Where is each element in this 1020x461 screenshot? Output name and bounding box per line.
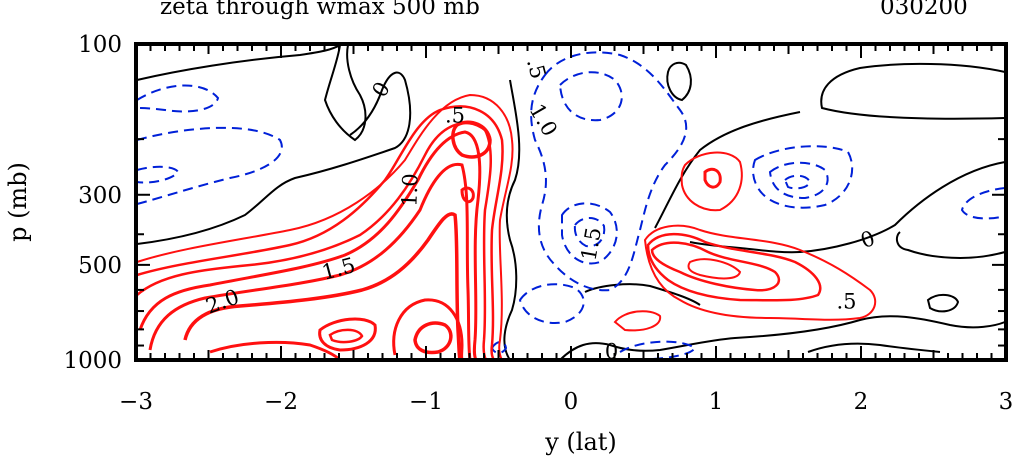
contour-negative bbox=[136, 126, 283, 205]
chart-timestamp: 030200 bbox=[880, 0, 968, 20]
contour-zero bbox=[654, 111, 801, 229]
contour-zero bbox=[807, 342, 941, 353]
contour-positive bbox=[646, 232, 822, 302]
contour-label: 1.5 bbox=[319, 253, 357, 285]
contour-negative bbox=[558, 71, 623, 122]
contour-label: 0 bbox=[857, 226, 878, 253]
contour-positive bbox=[328, 328, 364, 344]
plot-frame bbox=[134, 42, 1008, 362]
contour-zero bbox=[559, 315, 1006, 361]
contour-label: 1.0 bbox=[397, 173, 422, 207]
contour-zero bbox=[820, 62, 1006, 120]
contour-negative bbox=[783, 174, 812, 190]
contour-negative bbox=[768, 161, 829, 200]
x-tick-label: 0 bbox=[564, 389, 579, 415]
contour-positive bbox=[392, 298, 464, 361]
contour-zero bbox=[136, 71, 412, 245]
contour-negative bbox=[136, 84, 220, 113]
contour-label: .5 bbox=[445, 103, 465, 127]
contour-label: .5 bbox=[522, 56, 550, 82]
contour-positive bbox=[413, 321, 453, 355]
contour-positive bbox=[680, 151, 743, 212]
x-tick-label: −3 bbox=[119, 389, 153, 415]
x-tick-label: 2 bbox=[854, 389, 869, 415]
contour-zero bbox=[926, 294, 960, 313]
contour-label: 1.5 bbox=[577, 225, 606, 262]
x-tick-label: 3 bbox=[999, 389, 1014, 415]
contour-positive bbox=[460, 186, 475, 204]
contour-negative bbox=[518, 283, 585, 324]
contour-positive bbox=[451, 120, 492, 159]
contour-negative bbox=[530, 51, 688, 292]
contour-zero bbox=[323, 44, 367, 142]
contour-zero bbox=[136, 44, 341, 81]
contour-positive bbox=[687, 258, 742, 280]
y-tick-label: 500 bbox=[78, 253, 122, 279]
contour-zero bbox=[895, 231, 1006, 259]
y-tick-label: 100 bbox=[78, 32, 122, 58]
contour-positive bbox=[136, 93, 514, 361]
contour-negative bbox=[573, 217, 606, 248]
contour-label: 0 bbox=[605, 339, 618, 363]
contour-zero bbox=[503, 79, 521, 361]
y-axis-label: p (mb) bbox=[4, 162, 32, 242]
x-axis-label: y (lat) bbox=[544, 428, 617, 456]
contour-positive bbox=[703, 167, 722, 189]
contour-positive bbox=[643, 224, 877, 321]
contour-label: 1.0 bbox=[525, 100, 562, 141]
x-tick-label: −2 bbox=[264, 389, 298, 415]
contour-positive bbox=[318, 317, 377, 352]
contour-zero bbox=[689, 161, 1006, 254]
y-tick-label: 300 bbox=[78, 183, 122, 209]
contour-positive bbox=[148, 162, 472, 361]
contour-label: 0 bbox=[367, 78, 394, 102]
contour-label: 2.0 bbox=[203, 285, 243, 319]
contour-positive bbox=[138, 130, 482, 361]
contour-zero bbox=[584, 283, 701, 306]
chart-title: zeta through wmax 500 mb bbox=[160, 0, 480, 20]
x-tick-label: −1 bbox=[409, 389, 443, 415]
contour-negative bbox=[960, 187, 1006, 220]
contour-positive bbox=[136, 105, 504, 361]
contour-label: .5 bbox=[836, 289, 856, 313]
contour-positive bbox=[136, 121, 493, 361]
contour-negative bbox=[490, 341, 508, 354]
contour-positive bbox=[613, 310, 662, 332]
contour-lines bbox=[136, 44, 1006, 362]
contour-zero bbox=[666, 61, 692, 102]
y-tick-label: 1000 bbox=[63, 348, 122, 374]
contour-positive bbox=[209, 340, 342, 362]
contour-negative bbox=[136, 165, 180, 184]
x-tick-label: 1 bbox=[709, 389, 724, 415]
contour-negative bbox=[561, 202, 618, 265]
contour-positive bbox=[650, 241, 781, 292]
contour-negative bbox=[752, 145, 854, 209]
